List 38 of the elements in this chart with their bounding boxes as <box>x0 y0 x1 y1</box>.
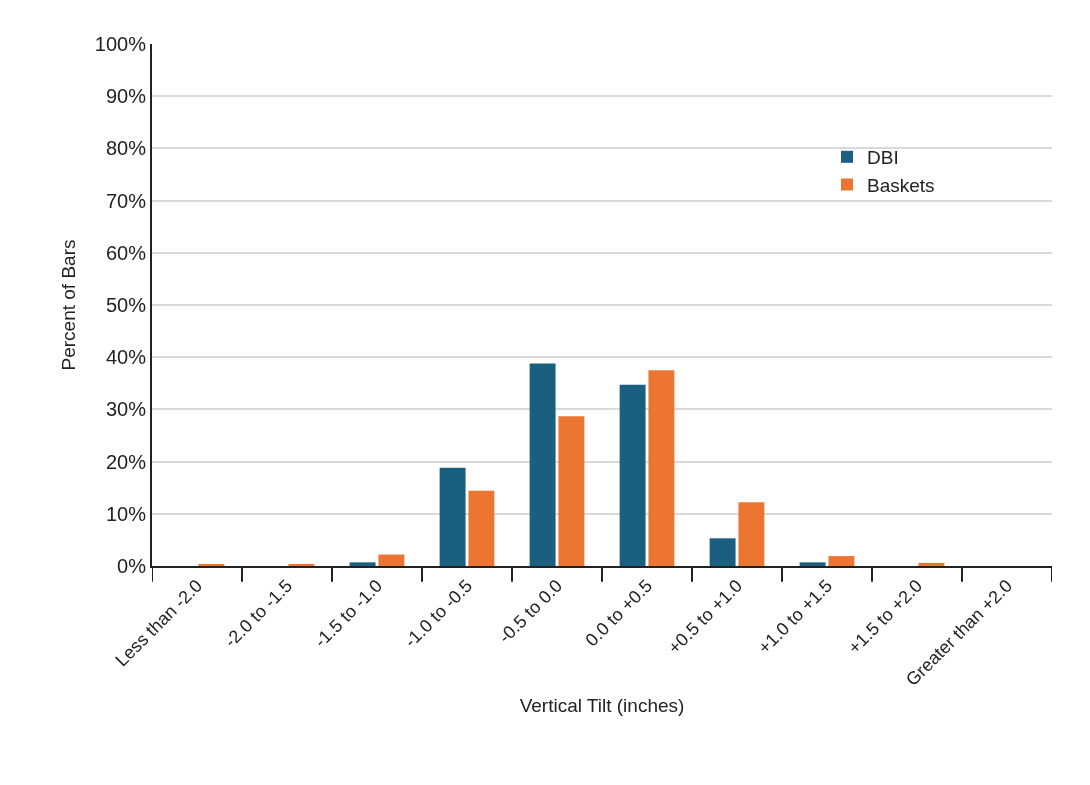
bar <box>648 370 675 566</box>
bar <box>349 562 376 566</box>
bar <box>558 416 585 566</box>
bar <box>529 363 556 566</box>
y-tick-label: 70% <box>105 189 147 212</box>
y-tick-label: 20% <box>105 450 147 473</box>
x-tick-label: -0.5 to 0.0 <box>494 575 567 648</box>
bar <box>378 554 405 566</box>
legend-label: Baskets <box>867 174 935 196</box>
y-tick-label: 90% <box>105 85 147 108</box>
y-tick-label: 60% <box>105 241 147 264</box>
x-tick-label: -1.5 to -1.0 <box>310 575 387 652</box>
bar <box>738 502 765 566</box>
bar <box>918 562 945 566</box>
x-tick-label: +0.5 to +1.0 <box>664 575 747 658</box>
bar <box>799 562 826 566</box>
y-tick-label: 50% <box>105 294 147 316</box>
bar <box>439 467 466 566</box>
x-tick-label: -2.0 to -1.5 <box>220 575 297 652</box>
bar <box>468 490 495 566</box>
y-tick-label: 40% <box>105 346 147 369</box>
x-tick-label: +1.0 to +1.5 <box>754 575 837 658</box>
bar <box>709 538 736 566</box>
bar <box>828 556 855 566</box>
y-tick-label: 100% <box>94 33 147 55</box>
bar <box>619 384 646 566</box>
x-tick-label: 0.0 to +0.5 <box>581 575 657 651</box>
y-tick-label: 10% <box>105 502 147 525</box>
x-axis-title: Vertical Tilt (inches) <box>519 695 685 717</box>
y-tick-label: 0% <box>117 555 147 577</box>
y-tick-label: 80% <box>105 137 147 160</box>
y-axis-title: Percent of Bars <box>58 239 80 371</box>
x-tick-label: -1.0 to -0.5 <box>400 575 477 652</box>
legend-label: DBI <box>867 147 899 169</box>
y-tick-label: 30% <box>105 398 147 421</box>
x-tick-label: +1.5 to +2.0 <box>844 575 927 658</box>
bar <box>288 563 315 566</box>
bar <box>198 563 225 566</box>
